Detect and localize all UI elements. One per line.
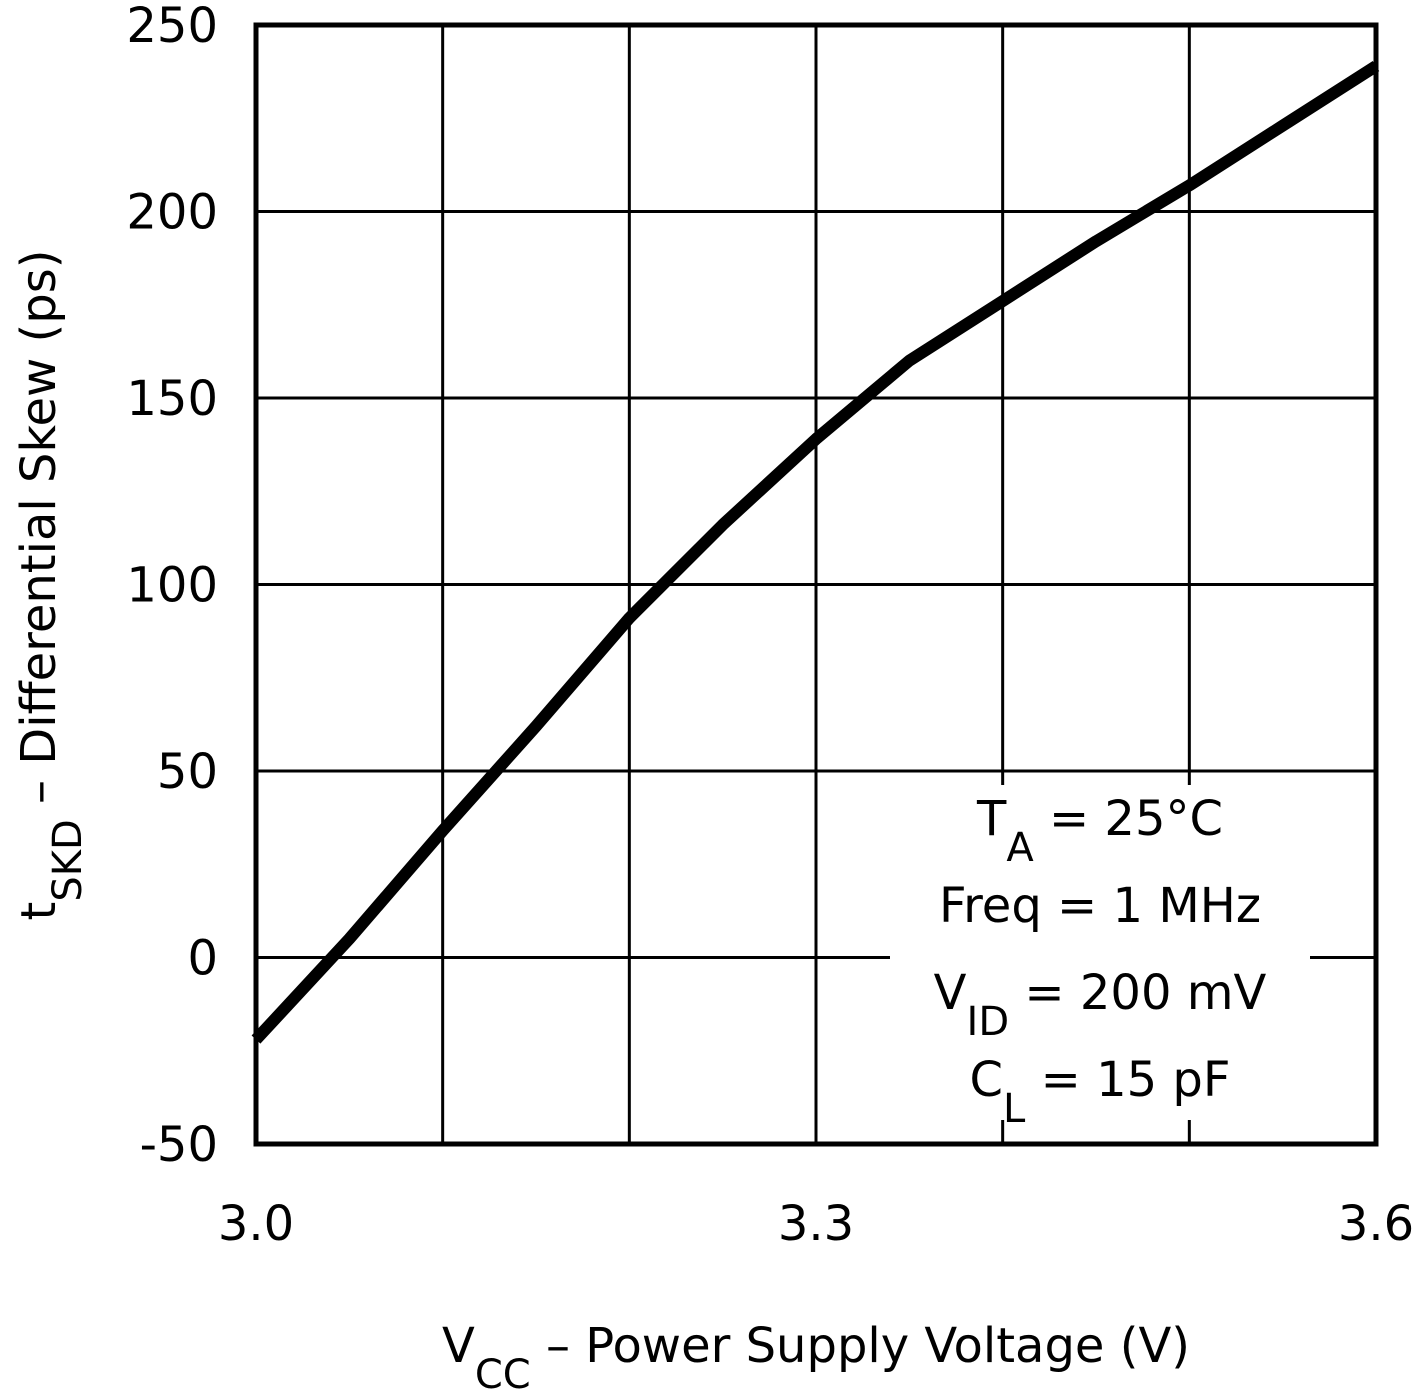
x-tick-label: 3.0 [218, 1196, 294, 1252]
x-tick-label: 3.3 [778, 1196, 854, 1252]
x-axis-label-rest: – Power Supply Voltage (V) [531, 1318, 1190, 1374]
y-tick-label: 200 [126, 185, 218, 241]
annotation-rest: = 25°C [1034, 791, 1223, 847]
annotation: VID = 200 mV [934, 965, 1267, 1045]
annotation: CL = 15 pF [970, 1052, 1231, 1132]
y-axis-label-main: t [11, 902, 67, 921]
x-axis-label-main: V [442, 1318, 475, 1374]
x-axis-label-sub: CC [475, 1352, 531, 1389]
annotation-sub: ID [967, 999, 1010, 1045]
x-axis-label: VCC – Power Supply Voltage (V) [442, 1318, 1190, 1389]
annotation: TA = 25°C [976, 791, 1223, 871]
annotation-rest: = 15 pF [1025, 1052, 1230, 1108]
annotation-sub: L [1003, 1086, 1026, 1132]
data-line [251, 60, 1380, 1044]
annotation-main: V [934, 965, 967, 1021]
x-tick-label: 3.6 [1338, 1196, 1414, 1252]
y-tick-label: -50 [140, 1117, 218, 1173]
y-axis-label-sub: SKD [45, 819, 91, 901]
annotation-main: Freq = 1 MHz [939, 878, 1261, 934]
y-tick-label: 250 [126, 0, 218, 54]
annotation-sub: A [1006, 825, 1034, 871]
y-axis-label-rest: – Differential Skew (ps) [11, 250, 67, 820]
annotation-main: C [970, 1052, 1004, 1108]
y-tick-label: 100 [126, 558, 218, 614]
y-tick-label: 0 [187, 931, 218, 987]
annotation-rest: = 200 mV [1009, 965, 1266, 1021]
y-tick-label: 150 [126, 371, 218, 427]
annotation-background [890, 785, 1310, 1120]
y-axis-label: tSKD – Differential Skew (ps) [11, 250, 91, 921]
annotation-main: T [976, 791, 1007, 847]
annotation: Freq = 1 MHz [939, 878, 1261, 934]
y-tick-label: 50 [157, 744, 218, 800]
plot-frame [253, 22, 1379, 1147]
